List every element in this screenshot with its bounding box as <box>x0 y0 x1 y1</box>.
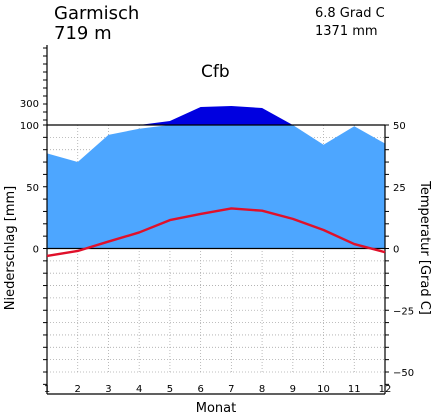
x-tick-label: 11 <box>348 384 361 395</box>
temp-tick-label: −50 <box>393 368 414 379</box>
x-tick-label: 6 <box>197 384 203 395</box>
temp-tick-label: 25 <box>393 183 406 194</box>
temp-tick-label: 0 <box>393 245 399 256</box>
x-tick-label: 4 <box>136 384 142 395</box>
climate-class: Cfb <box>201 62 230 82</box>
left-axis-label: Niederschlag [mm] <box>3 186 18 311</box>
station-elevation: 719 m <box>54 23 112 44</box>
precipitation-area <box>47 125 385 249</box>
x-tick-label: 8 <box>259 384 265 395</box>
annual-precipitation: 1371 mm <box>315 24 378 39</box>
x-tick-label: 2 <box>75 384 81 395</box>
axes <box>43 45 389 395</box>
temperature-line <box>46 207 386 258</box>
precip-tick-label: 50 <box>26 183 39 194</box>
x-tick-label: 3 <box>105 384 111 395</box>
x-tick-label: 9 <box>290 384 296 395</box>
precip-tick-label: 300 <box>20 99 39 110</box>
temp-tick-label: −25 <box>393 306 414 317</box>
precipitation-areas <box>47 106 385 249</box>
x-tick-label: 1 <box>44 384 50 395</box>
x-tick-label: 10 <box>317 384 330 395</box>
mean-temperature: 6.8 Grad C <box>315 6 385 21</box>
station-name: Garmisch <box>54 3 139 24</box>
precip-tick-label: 0 <box>33 245 39 256</box>
x-axis-label: Monat <box>196 401 236 416</box>
x-tick-label: 12 <box>379 384 392 395</box>
temperature-line-group <box>46 207 386 258</box>
precip-tick-label: 100 <box>20 121 39 132</box>
x-tick-label: 7 <box>228 384 234 395</box>
precipitation-excess-area <box>47 106 385 125</box>
temp-tick-label: 50 <box>393 121 406 132</box>
right-axis-label: Temperatur [Grad C] <box>417 180 432 315</box>
x-tick-label: 5 <box>167 384 173 395</box>
